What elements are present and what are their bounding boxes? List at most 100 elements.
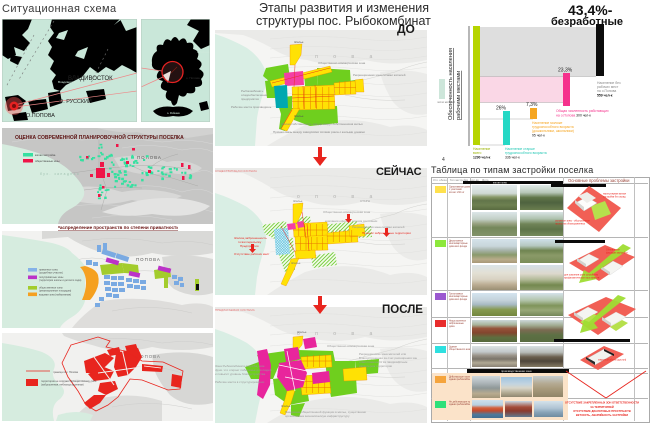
svg-text:(дошкольники, школьники): (дошкольники, школьники) (532, 129, 574, 133)
svg-text:жилая застройка: жилая застройка (35, 153, 56, 157)
svg-text:и повысит уровень благоустройс: и повысит уровень благоустройства (215, 372, 265, 376)
svg-text:Общественно-коммерческая зона: Общественно-коммерческая зона (318, 61, 366, 65)
svg-text:Общественно-коммерческая зона: Общественно-коммерческая зона (327, 344, 375, 348)
svg-text:(заброшенная, неблагоустроенна: (заброшенная, неблагоустроенная) (41, 383, 84, 387)
svg-text:организована экономическую инф: организована экономическую инфраструктур… (285, 414, 350, 418)
svg-text:Не действующие произв.: Не действующие произв. (449, 400, 470, 403)
svg-text:ОТСУТСТВИЕ ЗАКРЕПЛЕННЫХ ЗОН ОТ: ОТСУТСТВИЕ ЗАКРЕПЛЕННЫХ ЗОН ОТВЕТСТВЕННО… (565, 401, 639, 405)
svg-text:Трехэтажные: Трехэтажные (449, 293, 464, 295)
svg-text:Общественно-коммерческая зона: Общественно-коммерческая зона (323, 210, 371, 214)
svg-text:О. РУССКИЙ: О. РУССКИЙ (59, 97, 92, 105)
svg-text:О.ПОПОВА: О.ПОПОВА (26, 113, 55, 119)
svg-text:Население без: Население без (597, 81, 621, 85)
svg-text:ПОПОВА: ПОПОВА (137, 155, 162, 160)
svg-text:ВЕТХОСТЬ, АВАРИЙНОСТЬ ЗАСТРОЙК: ВЕТХОСТЬ, АВАРИЙНОСТЬ ЗАСТРОЙКИ (576, 413, 628, 417)
svg-text:ответственности за ландшафтным: ответственности за ландшафтным (359, 360, 407, 364)
svg-text:Рекреационная зона силами жите: Рекреационная зона силами жителей (352, 225, 405, 229)
svg-text:Действующие произв.: Действующие произв. (449, 375, 470, 378)
svg-text:СУЩЕСТВУЮЩАЯ СИСТЕМА: СУЩЕСТВУЮЩАЯ СИСТЕМА (215, 169, 257, 173)
svg-text:Рыбокомбинат+: Рыбокомбинат+ (241, 89, 264, 93)
svg-text:Зона Рыбокомбината под общ.-ко: Зона Рыбокомбината под общ.-ком. (215, 364, 265, 368)
svg-text:трудоспособного возраста: трудоспособного возраста (505, 151, 547, 155)
svg-text:всего: всего (473, 151, 482, 155)
svg-text:Обновление: Обновление (606, 248, 620, 251)
svg-text:ПРЕДЛАГАЕМАЯ СИСТЕМА: ПРЕДЛАГАЕМАЯ СИСТЕМА (215, 308, 255, 312)
svg-text:Жилая собственность завода вок: Жилая собственность завода вокруг собств… (281, 122, 363, 126)
svg-text:здания рыбокомбината: здания рыбокомбината (449, 379, 470, 381)
svg-text:Жилье: Жилье (297, 330, 307, 334)
svg-text:Жилье: Жилье (294, 40, 304, 44)
svg-text:Предприятия: Предприятия (240, 244, 259, 248)
svg-text:ПОПОВА: ПОПОВА (136, 354, 161, 359)
svg-text:95 чел-к: 95 чел-к (532, 134, 545, 138)
svg-text:23,3%: 23,3% (558, 68, 573, 74)
svg-text:компании офисы в плохом состоя: компании офисы в плохом состоянии (325, 219, 378, 223)
svg-text:о.Рейнеке: о.Рейнеке (197, 50, 210, 54)
svg-text:о. Попова: о. Попова (186, 76, 200, 80)
svg-text:Общая численность работающих: Общая численность работающих (556, 109, 609, 113)
svg-text:ЗА ТЕРРИТОРИЕЙ: ЗА ТЕРРИТОРИЕЙ (590, 405, 614, 409)
svg-text:число жителей: число жителей (437, 100, 455, 104)
svg-text:Рабочие места производишь: Рабочие места производишь (231, 105, 272, 109)
svg-text:о. Рейнеке: о. Рейнеке (167, 111, 180, 115)
svg-text:нерегулярная жилая: нерегулярная жилая (603, 192, 627, 195)
svg-text:Население старше: Население старше (505, 147, 535, 151)
svg-text:559 чел-к: 559 чел-к (597, 94, 613, 98)
svg-text:Жилье: Жилье (281, 404, 291, 408)
svg-text:функ. что откроет побережье дл: функ. что откроет побережье для людей (215, 368, 272, 372)
svg-text:газоны на облагороженных: газоны на облагороженных (555, 222, 586, 225)
svg-text:Рекреационная зона жителей или: Рекреационная зона жителей или (359, 352, 406, 356)
svg-text:СТАРН: СТАРН (360, 199, 370, 203)
svg-text:с участками: с участками (449, 189, 463, 191)
svg-text:кол-во: 210 шт: кол-во: 210 шт (449, 192, 465, 194)
svg-text:Владивосток: Владивосток (58, 80, 77, 84)
svg-text:336 чел-к: 336 чел-к (505, 156, 520, 160)
svg-text:территория не соответствующая: территория не соответствующая своему либ… (41, 379, 97, 383)
svg-text:Одноэтажные дома: Одноэтажные дома (449, 186, 470, 188)
svg-text:рабочими местами: рабочими местами (456, 71, 462, 120)
svg-text:о п о в а: о п о в а (297, 194, 379, 200)
svg-text:Обеспеченность населения: Обеспеченность населения (448, 48, 454, 120)
svg-text:фасадов застройки: фасадов застройки (606, 251, 628, 254)
svg-text:Здания: Здания (449, 346, 458, 348)
svg-text:многоквартирные: многоквартирные (449, 243, 468, 245)
svg-text:ОТСУТСТВИЕ ДИАЛОГОВЫХ ПРОСТРАН: ОТСУТСТВИЕ ДИАЛОГОВЫХ ПРОСТРАНСТВ (573, 409, 631, 413)
svg-text:Жилье: Жилье (291, 261, 301, 265)
svg-text:26%: 26% (496, 106, 507, 112)
svg-text:Двухэтажные: Двухэтажные (449, 240, 464, 242)
svg-text:дома жил.фонда: дома жил.фонда (449, 245, 468, 248)
svg-text:Внедрение общественной функции: Внедрение общественной функции в жилье, … (285, 410, 366, 414)
svg-text:Рекреационная зона силами жите: Рекреационная зона силами жителей (353, 73, 406, 77)
svg-text:общественного назначения: общественного назначения (449, 349, 470, 351)
svg-text:производственная зона: производственная зона (501, 369, 532, 373)
svg-text:Усл. обозн. Тип застройки: Усл. обозн. Тип застройки кол-во Фото (433, 178, 489, 182)
svg-text:бух. западная: бух. западная (40, 172, 80, 176)
svg-text:Жилье: Жилье (293, 199, 303, 203)
svg-text:основные зоны - обустроенные: основные зоны - обустроенные (555, 219, 590, 222)
svg-text:ВЛАДИВОСТОК: ВЛАДИВОСТОК (68, 76, 113, 82)
svg-text:Население моложе: Население моложе (532, 121, 563, 125)
svg-text:точки пересылку: точки пересылку (238, 240, 262, 244)
svg-text:многоквартирные: многоквартирные (449, 296, 468, 298)
svg-text:7,3%: 7,3% (526, 102, 538, 108)
svg-text:рабочих мест: рабочих мест (597, 85, 619, 89)
svg-text:(рекреационные площадки): (рекреационные площадки) (39, 290, 71, 293)
svg-text:Рабочие места в структурирован: Рабочие места в структурировании (215, 380, 265, 384)
svg-text:Основные проблемы застройки: Основные проблемы застройки (568, 178, 630, 183)
svg-text:дома жил.фонда: дома жил.фонда (449, 298, 468, 301)
svg-text:приватные зоны: приватные зоны (39, 269, 58, 272)
svg-text:ОЦЕНКА СОВРЕМЕННОЙ ПЛАНИРОВОЧН: ОЦЕНКА СОВРЕМЕННОЙ ПЛАНИРОВОЧНОЙ СТРУКТУ… (15, 133, 184, 141)
svg-text:4: 4 (442, 157, 445, 163)
svg-text:(усадебные участки): (усадебные участки) (39, 272, 63, 275)
svg-text:застройка без оград: застройка без оград (603, 195, 626, 198)
svg-text:здания рыбокомбината: здания рыбокомбината (449, 404, 470, 406)
svg-text:полуприватные зоны: полуприватные зоны (39, 276, 63, 279)
svg-text:общественные зоны: общественные зоны (39, 287, 63, 290)
svg-text:профилактических пространств: профилактических пространств (564, 276, 600, 279)
svg-text:видовая зона (набережная): видовая зона (набережная) (39, 294, 71, 297)
svg-text:(территории школы и детского с: (территории школы и детского сада) (39, 279, 81, 282)
svg-text:характером территории: характером территории (359, 364, 392, 368)
svg-text:Жилье: Жилье (294, 114, 304, 118)
svg-text:Население: Население (473, 147, 490, 151)
svg-text:хладообеспечение: хладообеспечение (241, 93, 268, 97)
